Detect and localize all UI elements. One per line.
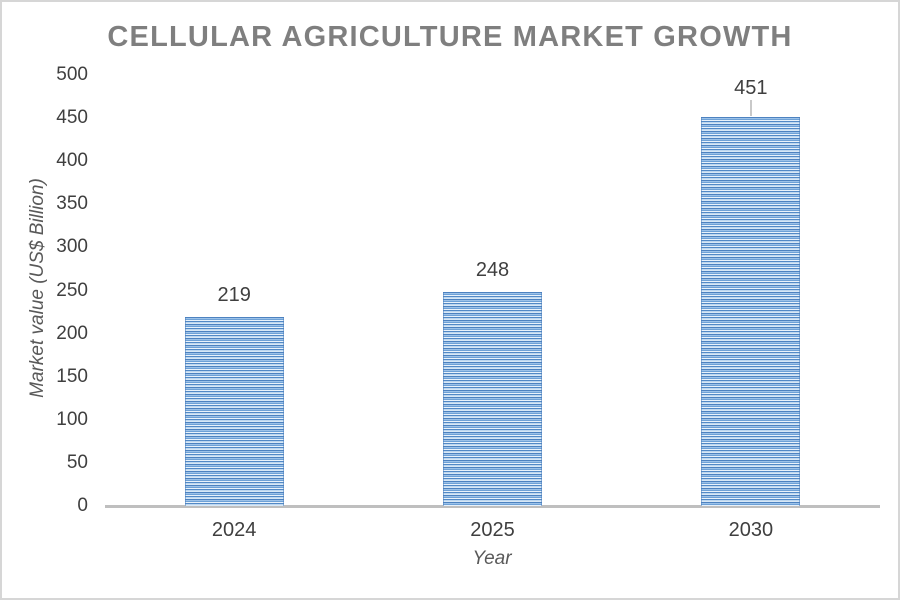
y-tick-label: 500 xyxy=(56,64,88,85)
y-tick-label: 0 xyxy=(77,495,88,516)
y-tick-label: 400 xyxy=(56,150,88,172)
x-tick-label: 2024 xyxy=(211,519,257,541)
x-axis-line xyxy=(105,505,880,508)
bar-2025 xyxy=(443,292,542,506)
chart-title: CELLULAR AGRICULTURE MARKET GROWTH xyxy=(107,21,793,53)
y-tick-label: 350 xyxy=(56,193,88,215)
bar-2024 xyxy=(184,317,284,506)
bar-value-label: 219 xyxy=(217,284,251,307)
y-tick-label: 50 xyxy=(66,451,88,473)
y-tick-label: 100 xyxy=(56,408,88,430)
y-tick-label: 450 xyxy=(56,107,88,129)
y-tick-label: 250 xyxy=(56,279,88,301)
y-tick-label: 150 xyxy=(56,365,88,387)
bar-value-label: 248 xyxy=(475,259,510,282)
bar-2030 xyxy=(701,117,801,506)
y-tick-label: 200 xyxy=(56,322,88,344)
y-tick-label: 300 xyxy=(56,236,88,258)
label-leader-line xyxy=(749,100,752,117)
x-tick-label: 2030 xyxy=(728,519,774,541)
x-tick-label: 2025 xyxy=(470,519,515,541)
bar-value-label: 451 xyxy=(734,77,768,100)
x-axis-title: Year xyxy=(472,548,512,569)
